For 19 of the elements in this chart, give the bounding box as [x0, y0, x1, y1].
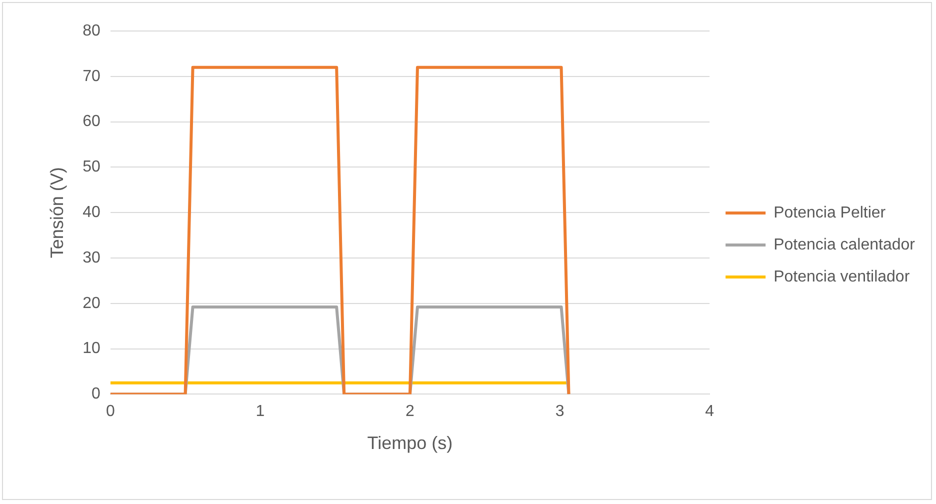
x-axis-title: Tiempo (s) — [367, 433, 453, 454]
x-tick-label: 0 — [106, 403, 115, 420]
y-tick-label: 10 — [82, 340, 100, 358]
y-tick-label: 70 — [82, 68, 100, 85]
legend-label: Potencia calentador — [774, 236, 916, 254]
y-tick-label: 0 — [91, 386, 100, 403]
y-tick-label: 20 — [82, 294, 100, 312]
x-tick-label: 4 — [705, 403, 714, 420]
x-tick-label: 1 — [256, 403, 265, 420]
y-tick-label: 80 — [82, 22, 100, 40]
legend-label: Potencia Peltier — [774, 204, 886, 222]
x-tick-label: 3 — [555, 403, 564, 420]
y-axis-title: Tensión (V) — [46, 167, 67, 258]
x-tick-label: 2 — [406, 403, 415, 420]
y-tick-label: 50 — [82, 158, 100, 176]
y-tick-label: 30 — [82, 249, 100, 266]
y-tick-label: 60 — [82, 113, 100, 130]
y-tick-label: 40 — [82, 204, 100, 222]
legend-label: Potencia ventilador — [774, 268, 910, 286]
